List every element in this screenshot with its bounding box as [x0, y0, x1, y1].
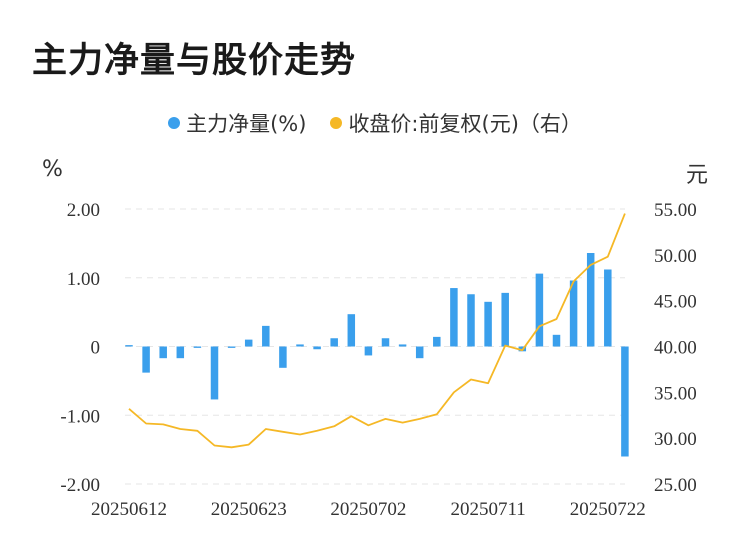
- bar: [364, 346, 373, 356]
- y-right-tick-label: 25.00: [654, 475, 697, 496]
- bar: [415, 346, 424, 359]
- bar: [552, 334, 561, 347]
- bar: [296, 344, 304, 347]
- bar: [484, 301, 492, 347]
- bar: [347, 314, 356, 347]
- y-right-tick-label: 45.00: [654, 292, 697, 313]
- y-left-tick-label: 2.00: [67, 200, 100, 221]
- bar: [501, 292, 509, 347]
- bar: [193, 346, 202, 348]
- bar: [604, 269, 612, 347]
- y-right-tick-label: 55.00: [654, 200, 697, 221]
- bar: [467, 294, 475, 347]
- y-left-tick-label: 1.00: [67, 269, 100, 290]
- x-tick-label: 20250612: [91, 499, 167, 520]
- x-tick-label: 20250702: [330, 499, 406, 520]
- legend-item-net-volume[interactable]: 主力净量(%): [168, 108, 306, 138]
- bar: [262, 325, 270, 347]
- bar: [142, 346, 150, 373]
- bar: [313, 346, 321, 350]
- legend: 主力净量(%) 收盘价:前复权(元)（右）: [0, 108, 750, 138]
- bar: [125, 345, 133, 347]
- bar: [244, 339, 253, 347]
- bar: [381, 338, 390, 347]
- y-right-tick-label: 30.00: [654, 429, 697, 450]
- bar: [535, 273, 544, 347]
- bar: [433, 336, 441, 347]
- y-right-tick-label: 50.00: [654, 246, 697, 267]
- legend-dot-blue-icon: [168, 117, 181, 129]
- right-axis-unit: 元: [685, 163, 708, 188]
- left-axis-unit: %: [42, 157, 63, 182]
- x-tick-label: 20250722: [570, 499, 646, 520]
- bar: [279, 346, 287, 368]
- bar: [398, 344, 407, 347]
- x-tick-label: 20250711: [450, 499, 525, 520]
- y-left-tick-label: 0: [91, 338, 101, 359]
- bar: [586, 253, 595, 347]
- y-left-tick-label: -1.00: [60, 406, 100, 427]
- legend-dot-orange-icon: [330, 117, 343, 129]
- bar: [227, 346, 236, 348]
- legend-label-close-price: 收盘价:前复权(元)（右）: [348, 112, 582, 136]
- y-right-tick-label: 35.00: [654, 383, 697, 404]
- bar: [210, 346, 219, 400]
- legend-item-close-price[interactable]: 收盘价:前复权(元)（右）: [330, 108, 582, 138]
- bar: [159, 346, 167, 359]
- bar: [450, 288, 458, 347]
- bar: [621, 346, 629, 457]
- y-right-tick-label: 40.00: [654, 338, 697, 359]
- price-line: [128, 213, 626, 449]
- bar: [176, 346, 185, 359]
- bar: [330, 338, 338, 347]
- bar: [569, 280, 578, 347]
- x-tick-label: 20250623: [211, 499, 287, 520]
- y-left-tick-label: -2.00: [60, 475, 100, 496]
- chart-title: 主力净量与股价走势: [32, 41, 357, 81]
- legend-label-net-volume: 主力净量(%): [186, 112, 307, 136]
